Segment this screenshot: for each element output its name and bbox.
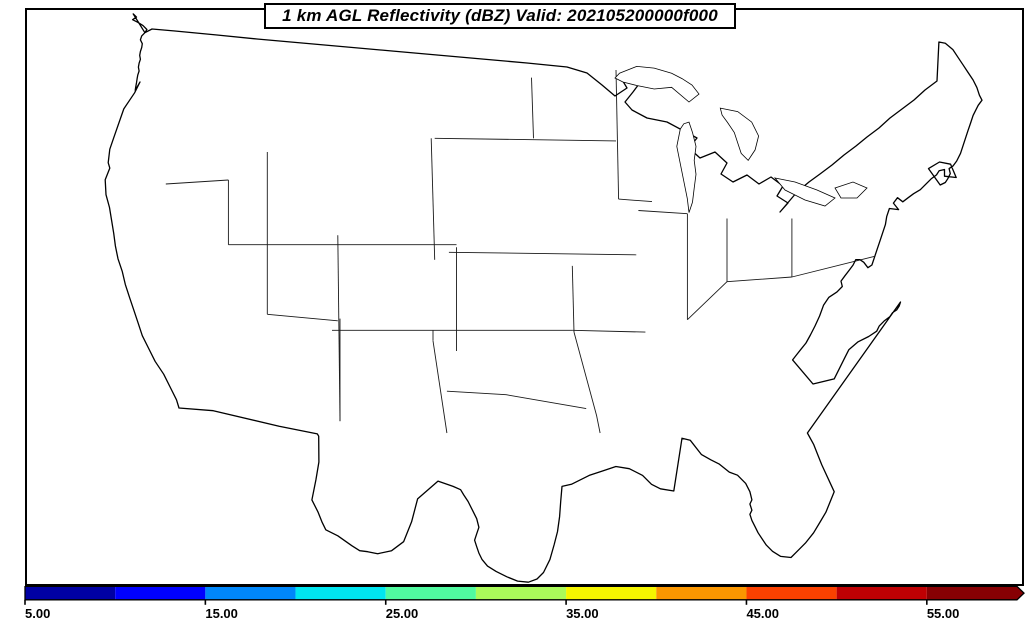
svg-text:55.00: 55.00 xyxy=(927,606,960,621)
svg-text:15.00: 15.00 xyxy=(205,606,238,621)
svg-text:5.00: 5.00 xyxy=(25,606,50,621)
svg-text:45.00: 45.00 xyxy=(746,606,779,621)
svg-text:25.00: 25.00 xyxy=(386,606,419,621)
svg-text:35.00: 35.00 xyxy=(566,606,599,621)
